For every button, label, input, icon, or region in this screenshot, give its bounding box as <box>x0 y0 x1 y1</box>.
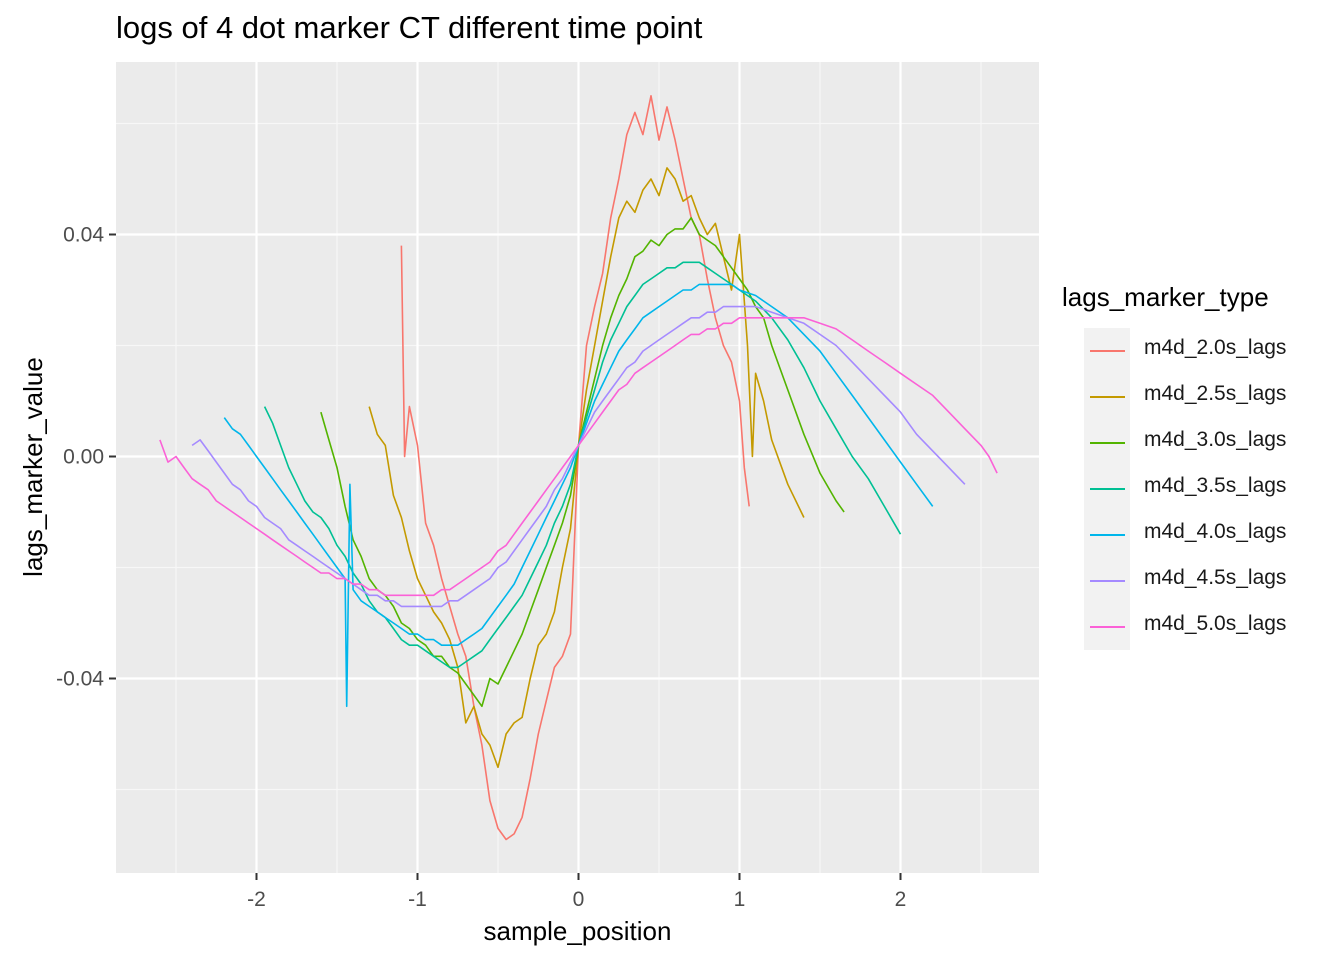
y-axis-label: lags_marker_value <box>18 357 48 577</box>
legend-item: m4d_4.0s_lags <box>1062 512 1322 558</box>
legend-label: m4d_2.0s_lags <box>1144 336 1287 359</box>
chart-title: logs of 4 dot marker CT different time p… <box>116 10 703 45</box>
legend-swatch <box>1090 442 1125 444</box>
legend-item: m4d_4.5s_lags <box>1062 558 1322 604</box>
legend-swatch <box>1090 488 1125 490</box>
x-tick-label: -2 <box>247 888 266 911</box>
series-lines <box>159 95 998 841</box>
legend-label: m4d_5.0s_lags <box>1144 612 1287 635</box>
major-gridlines <box>116 62 1039 873</box>
legend-label: m4d_4.0s_lags <box>1144 520 1287 543</box>
x-axis-label: sample_position <box>484 916 672 946</box>
x-tick-label: 0 <box>573 888 585 911</box>
legend-swatch <box>1090 350 1125 352</box>
x-tick-label: -1 <box>408 888 427 911</box>
legend-item: m4d_3.0s_lags <box>1062 420 1322 466</box>
series-line-m4d-3-0s-lags <box>320 217 845 708</box>
series-line-m4d-4-5s-lags <box>191 305 966 608</box>
legend-item: m4d_2.0s_lags <box>1062 328 1322 374</box>
x-tick-label: 2 <box>895 888 907 911</box>
legend-swatch <box>1090 534 1125 536</box>
x-tick-label: 1 <box>734 888 746 911</box>
y-axis-ticks: -0.04 0.00 0.04 <box>56 224 116 691</box>
y-tick-label: 0.04 <box>63 224 104 247</box>
y-tick-label: -0.04 <box>56 668 104 691</box>
series-line-m4d-2-5s-lags <box>368 167 805 769</box>
legend-item: m4d_2.5s_lags <box>1062 374 1322 420</box>
legend-swatch <box>1090 580 1125 582</box>
y-tick-label: 0.00 <box>63 446 104 469</box>
series-line-m4d-5-0s-lags <box>159 316 998 597</box>
legend-title: lags_marker_type <box>1062 282 1269 312</box>
series-line-m4d-3-5s-lags <box>263 261 902 669</box>
legend-label: m4d_3.0s_lags <box>1144 428 1287 451</box>
legend-swatch <box>1090 396 1125 398</box>
legend-swatch <box>1090 626 1125 628</box>
legend-item: m4d_5.0s_lags <box>1062 604 1322 650</box>
legend: lags_marker_type m4d_2.0s_lags m4d_2.5s_l… <box>1062 282 1286 650</box>
x-axis-ticks: -2 -1 0 1 2 <box>247 873 906 911</box>
legend-item: m4d_3.5s_lags <box>1062 466 1322 512</box>
series-line-m4d-4-0s-lags <box>223 283 934 708</box>
legend-label: m4d_3.5s_lags <box>1144 474 1287 497</box>
legend-label: m4d_4.5s_lags <box>1144 566 1287 589</box>
legend-label: m4d_2.5s_lags <box>1144 382 1287 405</box>
